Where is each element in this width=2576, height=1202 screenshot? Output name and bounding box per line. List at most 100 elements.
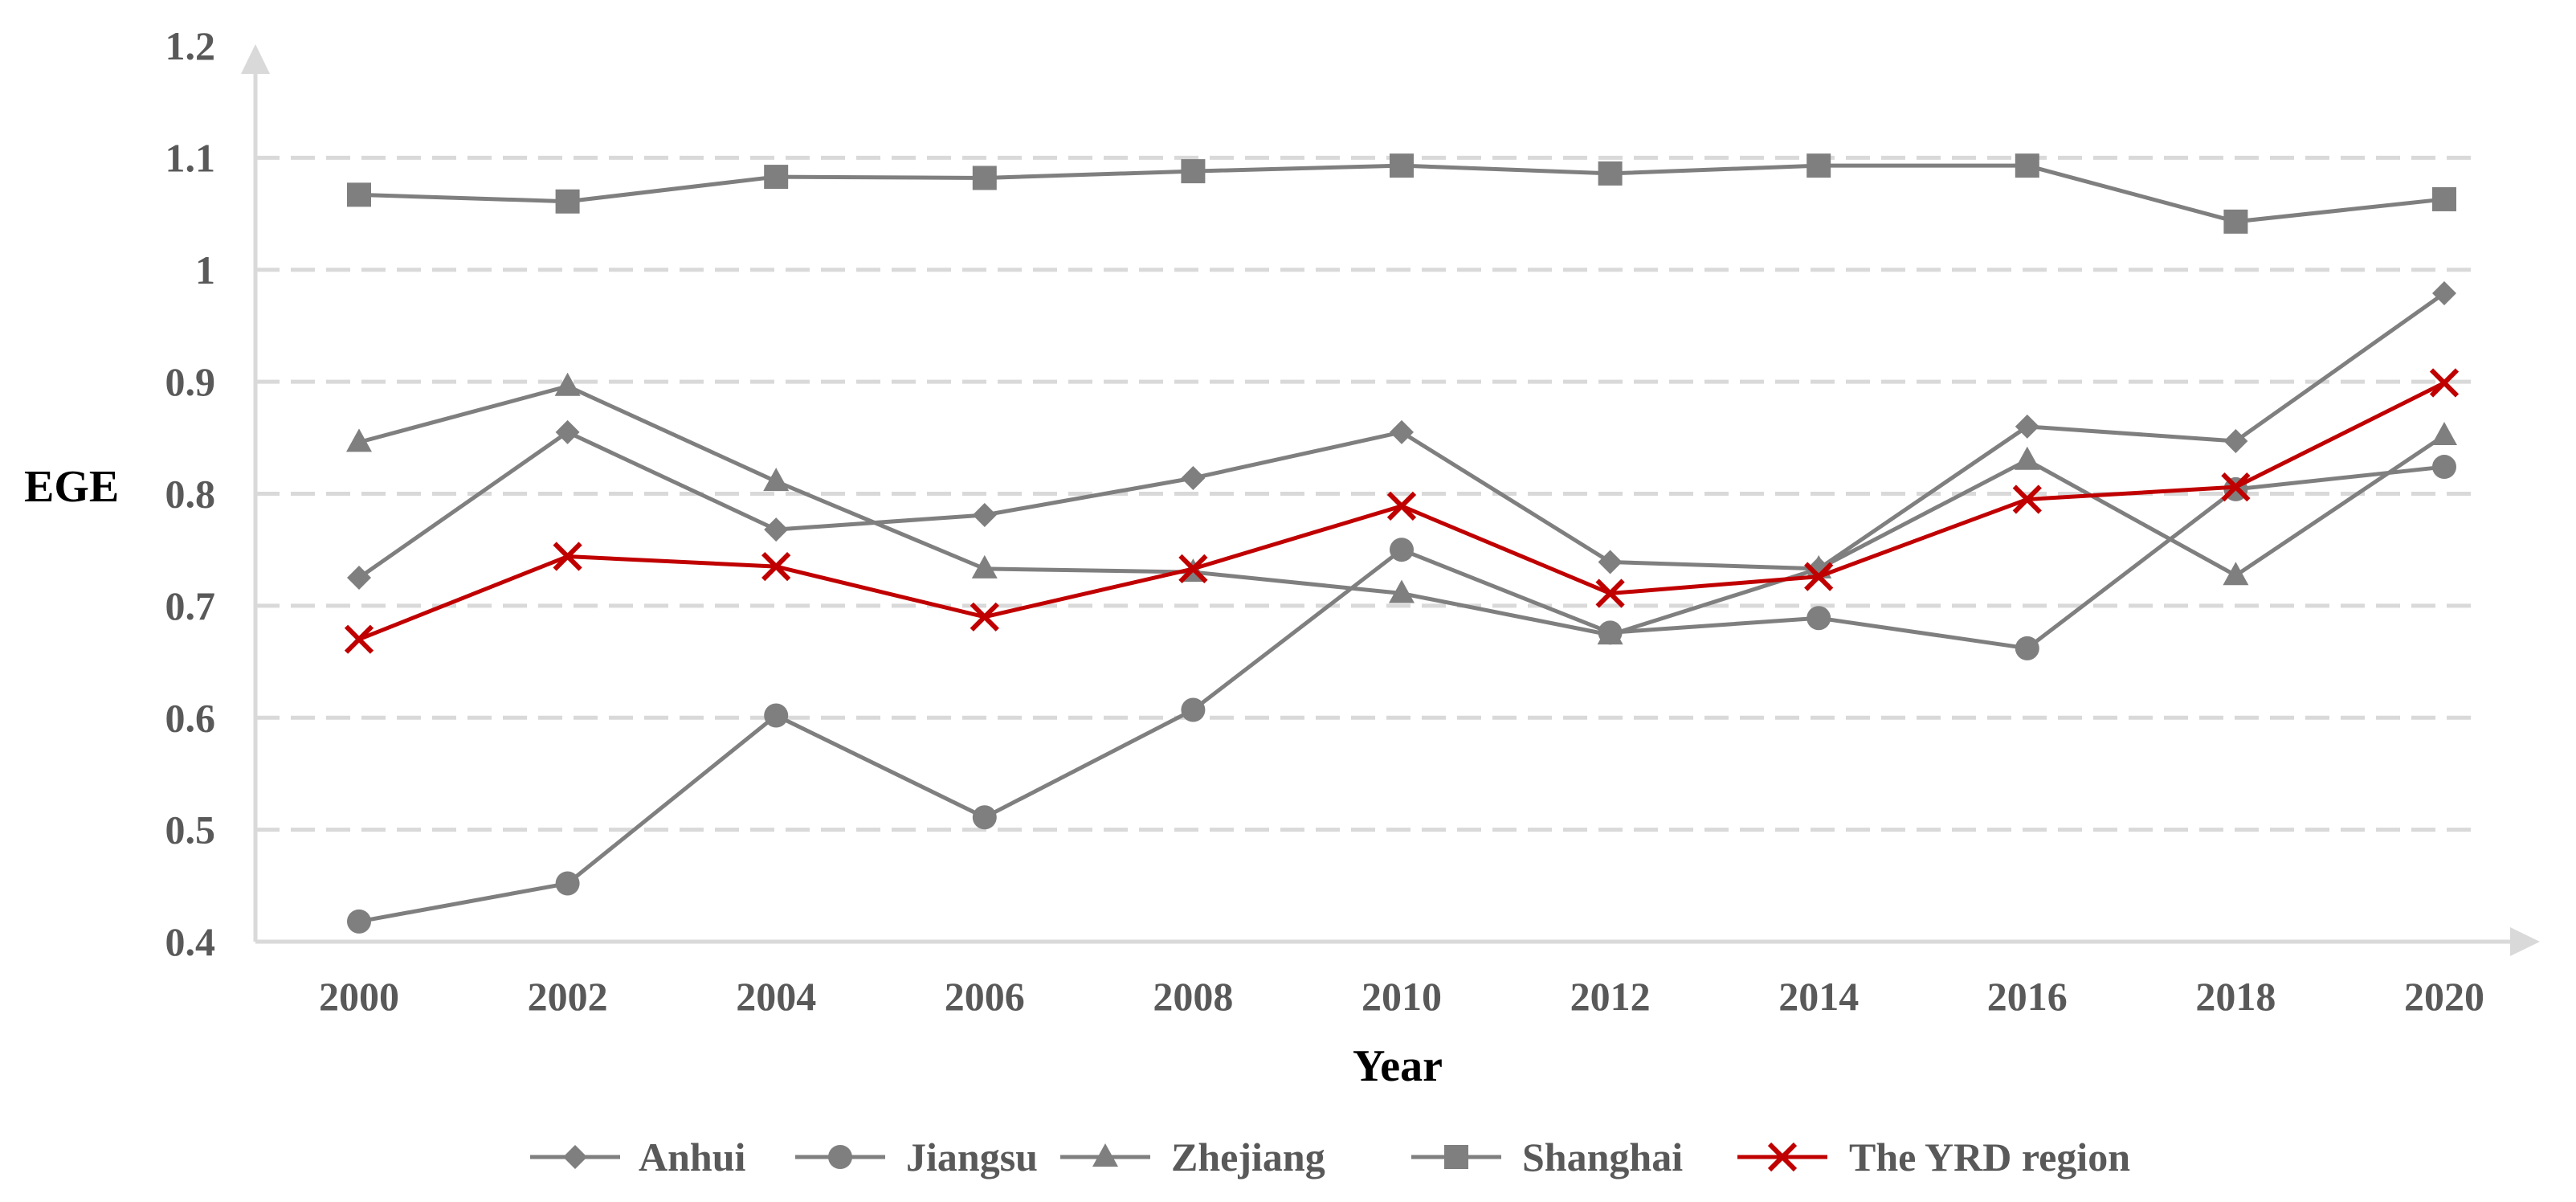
x-tick-label: 2006	[945, 974, 1025, 1019]
legend-label: Shanghai	[1522, 1135, 1683, 1180]
data-point-jiangsu	[2015, 636, 2039, 660]
x-tick-label: 2016	[1987, 974, 2068, 1019]
data-point-jiangsu	[1806, 606, 1831, 631]
legend-item-the-yrd-region: The YRD region	[1737, 1135, 2130, 1180]
data-point-zhejiang	[554, 372, 581, 396]
data-point-shanghai	[2015, 153, 2039, 178]
data-point-zhejiang	[2014, 446, 2040, 470]
data-point-shanghai	[972, 166, 997, 190]
data-point-the-yrd-region	[1386, 491, 1417, 521]
legend-label: Zhejiang	[1171, 1135, 1325, 1180]
y-tick-label: 0.5	[165, 807, 216, 852]
data-point-the-yrd-region	[1804, 562, 1834, 591]
data-point-shanghai	[764, 165, 789, 190]
x-tick-label: 2010	[1361, 974, 1442, 1019]
data-point-the-yrd-region	[1595, 579, 1625, 608]
y-tick-label: 0.6	[165, 695, 216, 740]
x-tick-label: 2000	[319, 974, 399, 1019]
y-tick-label: 1.2	[165, 23, 216, 68]
x-tick-label: 2020	[2404, 974, 2484, 1019]
data-point-shanghai	[1806, 153, 1831, 178]
data-point-the-yrd-region	[553, 542, 582, 571]
legend-swatch-marker	[1767, 1142, 1798, 1172]
data-point-jiangsu	[972, 805, 997, 830]
data-point-anhui	[2223, 428, 2248, 453]
data-point-the-yrd-region	[2221, 472, 2251, 502]
data-point-shanghai	[2223, 209, 2248, 234]
x-tick-label: 2012	[1570, 974, 1651, 1019]
x-tick-label: 2004	[736, 974, 816, 1019]
data-point-shanghai	[1390, 153, 1414, 178]
data-point-the-yrd-region	[761, 551, 791, 582]
data-point-shanghai	[2432, 186, 2456, 211]
data-point-zhejiang	[2431, 422, 2457, 446]
data-point-zhejiang	[1389, 579, 1415, 603]
legend-item-jiangsu: Jiangsu	[795, 1135, 1038, 1180]
series-shanghai	[347, 153, 2456, 234]
data-point-anhui	[972, 502, 997, 527]
gridlines	[255, 155, 2474, 832]
x-tick-label: 2014	[1778, 974, 1859, 1019]
x-tick-label: 2008	[1153, 974, 1233, 1019]
data-point-jiangsu	[347, 909, 371, 934]
data-point-anhui	[764, 517, 789, 542]
data-point-jiangsu	[2432, 455, 2456, 480]
y-tick-label: 0.8	[165, 472, 216, 517]
data-point-the-yrd-region	[970, 602, 999, 632]
series-the-yrd-region	[344, 368, 2460, 654]
x-tick-label: 2002	[528, 974, 608, 1019]
data-point-anhui	[1390, 419, 1414, 444]
data-point-zhejiang	[971, 554, 998, 579]
data-point-the-yrd-region	[344, 624, 374, 654]
data-point-anhui	[347, 566, 371, 591]
series-jiangsu	[347, 455, 2456, 934]
data-point-shanghai	[1598, 161, 1623, 186]
legend-label: Jiangsu	[906, 1135, 1038, 1180]
data-point-zhejiang	[1597, 621, 1623, 645]
y-tick-label: 1.1	[165, 135, 216, 180]
data-point-jiangsu	[555, 871, 580, 896]
axes	[241, 44, 2540, 956]
legend-item-anhui: Anhui	[530, 1135, 746, 1180]
y-axis-arrow	[241, 44, 270, 74]
data-point-jiangsu	[1181, 697, 1206, 722]
legend-label: Anhui	[639, 1135, 746, 1180]
y-tick-label: 1	[195, 247, 215, 292]
y-tick-label: 0.7	[165, 583, 216, 628]
data-point-zhejiang	[763, 468, 790, 492]
y-axis-title: EGE	[24, 462, 119, 512]
data-point-jiangsu	[1390, 538, 1414, 562]
data-point-shanghai	[347, 182, 371, 207]
legend-swatch-marker	[563, 1145, 587, 1169]
x-tick-labels: 2000 2002 2004 2006 2008 2010 2012 2014 2016 2018…	[319, 974, 2484, 1019]
y-tick-label: 0.9	[165, 359, 216, 404]
x-tick-label: 2018	[2195, 974, 2276, 1019]
legend-swatch-marker	[828, 1145, 852, 1169]
data-point-the-yrd-region	[2429, 368, 2460, 398]
data-point-anhui	[1181, 465, 1206, 490]
data-point-zhejiang	[2223, 562, 2249, 586]
data-point-anhui	[2432, 281, 2456, 306]
legend-swatch-marker	[1444, 1145, 1468, 1169]
legend-label: The YRD region	[1849, 1135, 2130, 1180]
data-point-the-yrd-region	[1178, 554, 1208, 584]
data-point-anhui	[1598, 550, 1623, 574]
data-point-the-yrd-region	[2012, 484, 2042, 514]
legend-item-zhejiang: Zhejiang	[1060, 1135, 1325, 1180]
data-point-anhui	[2015, 414, 2039, 439]
data-point-shanghai	[1181, 159, 1206, 184]
series-line-jiangsu	[358, 464, 2445, 924]
y-tick-labels: 0.4 0.5 0.6 0.7 0.8 0.9 1 1.1 1.2	[165, 23, 216, 964]
x-axis-arrow	[2510, 927, 2540, 956]
series-lines	[344, 153, 2460, 934]
data-point-anhui	[555, 419, 580, 444]
legend: Anhui Jiangsu Zhejiang Shanghai The YRD regi…	[530, 1135, 2130, 1180]
data-point-zhejiang	[346, 428, 372, 452]
x-axis-title: Year	[1353, 1041, 1443, 1091]
data-point-jiangsu	[764, 703, 789, 728]
data-point-shanghai	[555, 189, 580, 214]
y-tick-label: 0.4	[165, 919, 216, 964]
legend-item-shanghai: Shanghai	[1411, 1135, 1683, 1180]
legend-swatch-marker	[1092, 1143, 1118, 1167]
